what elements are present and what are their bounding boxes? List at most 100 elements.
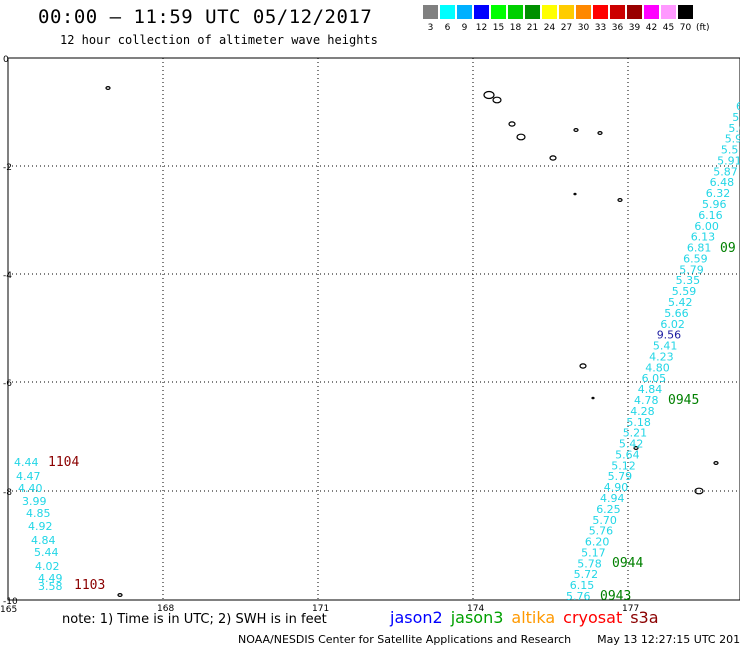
island-outline [105,85,111,90]
swh-value: 3.58 [38,580,63,593]
swh-value: 5.35 [676,274,701,287]
swh-value: 5.59 [672,285,697,298]
swh-value: 5.9 [725,133,740,146]
island-outline [633,446,639,451]
legend-swatch [490,4,507,20]
swh-value: 6.13 [691,231,716,244]
swh-value: 4.94 [600,492,625,505]
legend-tick-label: 24 [543,23,556,33]
swh-value: 5.72 [574,568,599,581]
swh-value: 5.79 [608,470,633,483]
lat-label: -10 [3,597,18,607]
swh-value: 5.87 [713,165,738,178]
lon-label: 177 [622,604,639,614]
satellite-s3a: s3a [630,608,659,627]
legend-tick-labels: 3 6 9 12 15 18 21 24 27 30 33 36 39 42 45 70 (ft) [422,23,738,33]
map-frame [7,57,740,601]
legend-tick-label: 30 [577,23,590,33]
island-outline [508,121,516,127]
legend-tick-label: 27 [560,23,573,33]
swh-value: 5.6 [728,122,740,135]
satellite-jason3: jason3 [450,608,504,627]
swh-value: 5.17 [581,546,606,559]
lat-label: 0 [3,55,9,65]
legend-tick-label: 3 [427,23,434,33]
swh-value: 5.79 [679,263,704,276]
swh-value: 6.16 [698,209,723,222]
satellite-cryosat: cryosat [563,608,623,627]
legend-tick-label: 6 [444,23,451,33]
satellite-legend: jason2 jason3 altika cryosat s3a [390,608,667,627]
swh-value: 5.78 [577,557,602,570]
swh-value: 9.56 [657,329,682,342]
legend-tick-label: 42 [645,23,658,33]
swh-value: 4.23 [649,350,674,363]
island-outline [694,487,704,495]
lat-label: -6 [3,379,12,389]
swh-value: 4.90 [604,481,629,494]
swh-value: 4.92 [28,520,53,533]
swh-value: 5.70 [592,514,617,527]
legend-tick-label: 12 [475,23,488,33]
legend-tick-label: 70 [679,23,692,33]
legend-swatch [643,4,660,20]
swh-value: 5.12 [611,459,636,472]
legend-swatches [422,4,738,20]
swh-value: 6.48 [710,176,735,189]
page-subtitle: 12 hour collection of altimeter wave hei… [60,33,378,47]
pass-time-label: 09 [720,241,736,256]
satellite-jason2: jason2 [390,608,443,627]
legend-swatch [422,4,439,20]
swh-value: 5.76 [589,525,614,538]
swh-value: 4.49 [38,572,63,585]
swh-value: 6 [736,100,740,113]
units-note: note: 1) Time is in UTC; 2) SWH is in fe… [62,612,327,627]
swh-value: 5.96 [702,198,727,211]
swh-value: 4.40 [18,482,43,495]
swh-value: 6.25 [596,503,621,516]
swh-value: 5.64 [615,448,640,461]
island-outline [573,192,577,196]
legend-tick-label: 21 [526,23,539,33]
pass-time-label: 1104 [48,455,79,470]
legend-swatch [626,4,643,20]
swh-value: 5.5 [721,144,739,157]
lon-label: 165 [0,605,17,615]
lat-label: -2 [3,163,12,173]
swh-value: 5.42 [668,296,693,309]
swh-value: 4.28 [630,405,655,418]
pass-time-label: 0943 [600,589,631,604]
lon-label: 174 [467,604,484,614]
pass-time-label: 0945 [668,393,699,408]
legend-swatch [592,4,609,20]
footer: NOAA/NESDIS Center for Satellite Applica… [238,633,740,646]
legend-tick-label: 39 [628,23,641,33]
island-outline [573,128,579,133]
swh-value: 6.02 [660,318,685,331]
swh-value: 4.47 [16,470,41,483]
swh-value: 4.80 [645,361,670,374]
island-outline [597,131,603,136]
legend-swatch [456,4,473,20]
swh-value: 4.85 [26,507,51,520]
legend-swatch [660,4,677,20]
lat-label: -4 [3,271,12,281]
legend-swatch [575,4,592,20]
legend-tick-label: 18 [509,23,522,33]
legend-swatch [677,4,694,20]
legend-swatch [524,4,541,20]
lon-label: 171 [312,604,329,614]
agency-credit: NOAA/NESDIS Center for Satellite Applica… [238,633,572,646]
island-outline [516,133,526,141]
swh-value: 5.91 [717,154,740,167]
swh-value: 5.44 [34,546,59,559]
lat-label: -8 [3,488,12,498]
color-legend: 3 6 9 12 15 18 21 24 27 30 33 36 39 42 45 70 (ft) [422,4,738,42]
legend-tick-label: 33 [594,23,607,33]
legend-tick-label: 9 [461,23,468,33]
legend-swatch [439,4,456,20]
generated-timestamp: May 13 12:27:15 UTC 2017 [597,633,740,646]
swh-value: 6.20 [585,536,610,549]
swh-value: 5.21 [623,427,648,440]
